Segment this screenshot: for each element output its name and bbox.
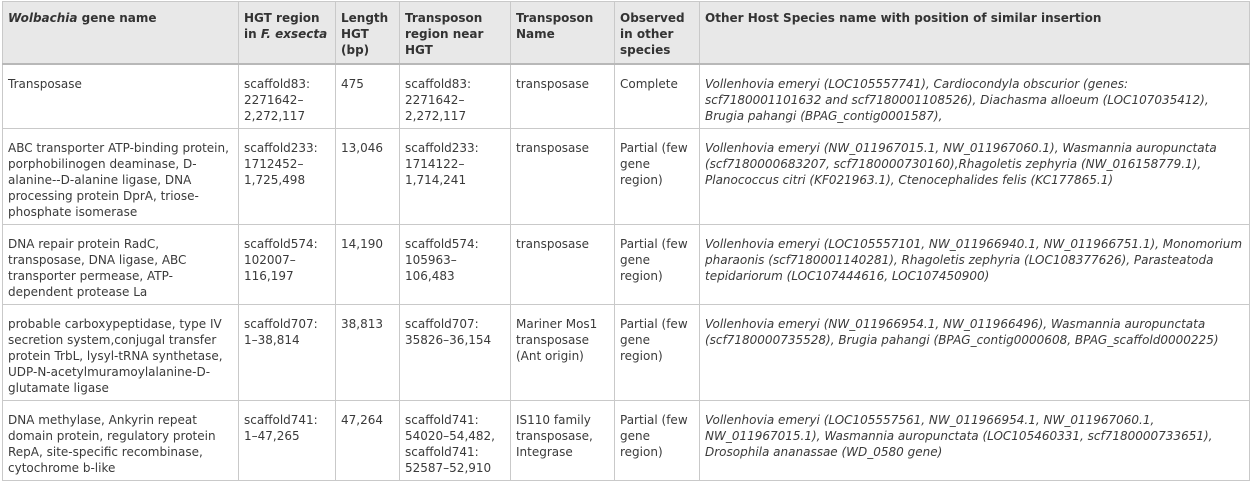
header-transposon-name: Transposon Name xyxy=(510,1,615,65)
cell-hgt-region: scaffold574: 102007–116,197 xyxy=(238,223,336,305)
cell-hgt-region: scaffold707: 1–38,814 xyxy=(238,303,336,401)
header-gene-italic: Wolbachia xyxy=(8,11,78,25)
cell-length: 38,813 xyxy=(335,303,400,401)
cell-transposon-region: scaffold741: 54020–54,482, scaffold741: … xyxy=(399,399,511,481)
table-row: probable carboxypeptidase, type IV secre… xyxy=(2,303,1250,401)
cell-transposon-name: transposase xyxy=(510,127,615,225)
cell-transposon-region: scaffold707: 35826–36,154 xyxy=(399,303,511,401)
cell-observed: Partial (few gene region) xyxy=(614,303,700,401)
table-header: Wolbachia gene name HGT region in F. exs… xyxy=(2,1,1250,65)
cell-other-host: Vollenhovia emeryi (LOC105557741), Cardi… xyxy=(699,63,1250,129)
cell-other-host: Vollenhovia emeryi (NW_011966954.1, NW_0… xyxy=(699,303,1250,401)
table-row: DNA repair protein RadC, transposase, DN… xyxy=(2,223,1250,305)
cell-transposon-region: scaffold574: 105963–106,483 xyxy=(399,223,511,305)
cell-gene: ABC transporter ATP-binding protein, por… xyxy=(2,127,239,225)
table-row: ABC transporter ATP-binding protein, por… xyxy=(2,127,1250,225)
cell-transposon-name: transposase xyxy=(510,63,615,129)
cell-other-host: Vollenhovia emeryi (LOC105557561, NW_011… xyxy=(699,399,1250,481)
cell-length: 13,046 xyxy=(335,127,400,225)
cell-gene: DNA methylase, Ankyrin repeat domain pro… xyxy=(2,399,239,481)
header-other-host: Other Host Species name with position of… xyxy=(699,1,1250,65)
cell-observed: Partial (few gene region) xyxy=(614,127,700,225)
header-observed: Observed in other species xyxy=(614,1,700,65)
cell-length: 47,264 xyxy=(335,399,400,481)
header-row: Wolbachia gene name HGT region in F. exs… xyxy=(2,1,1250,65)
cell-observed: Partial (few gene region) xyxy=(614,223,700,305)
table-body: Transposase scaffold83: 2271642–2,272,11… xyxy=(2,63,1250,481)
cell-other-host: Vollenhovia emeryi (LOC105557101, NW_011… xyxy=(699,223,1250,305)
cell-gene: Transposase xyxy=(2,63,239,129)
cell-transposon-name: IS110 family transposase, Integrase xyxy=(510,399,615,481)
table-row: DNA methylase, Ankyrin repeat domain pro… xyxy=(2,399,1250,481)
header-length: Length HGT (bp) xyxy=(335,1,400,65)
header-hgt-prefix: HGT region in xyxy=(244,11,320,41)
cell-gene: probable carboxypeptidase, type IV secre… xyxy=(2,303,239,401)
table-row: Transposase scaffold83: 2271642–2,272,11… xyxy=(2,63,1250,129)
cell-transposon-region: scaffold233: 1714122–1,714,241 xyxy=(399,127,511,225)
header-hgt-species: F. exsecta xyxy=(260,27,328,41)
cell-observed: Partial (few gene region) xyxy=(614,399,700,481)
cell-length: 475 xyxy=(335,63,400,129)
header-hgt-region: HGT region in F. exsecta xyxy=(238,1,336,65)
cell-gene: DNA repair protein RadC, transposase, DN… xyxy=(2,223,239,305)
cell-hgt-region: scaffold233: 1712452–1,725,498 xyxy=(238,127,336,225)
cell-transposon-region: scaffold83: 2271642–2,272,117 xyxy=(399,63,511,129)
cell-transposon-name: transposase xyxy=(510,223,615,305)
cell-hgt-region: scaffold83: 2271642–2,272,117 xyxy=(238,63,336,129)
cell-hgt-region: scaffold741: 1–47,265 xyxy=(238,399,336,481)
cell-length: 14,190 xyxy=(335,223,400,305)
cell-other-host: Vollenhovia emeryi (NW_011967015.1, NW_0… xyxy=(699,127,1250,225)
header-gene-rest: gene name xyxy=(77,11,157,25)
header-gene-name: Wolbachia gene name xyxy=(2,1,239,65)
cell-observed: Complete xyxy=(614,63,700,129)
header-transposon-region: Transposon region near HGT xyxy=(399,1,511,65)
cell-transposon-name: Mariner Mos1 transposase (Ant origin) xyxy=(510,303,615,401)
